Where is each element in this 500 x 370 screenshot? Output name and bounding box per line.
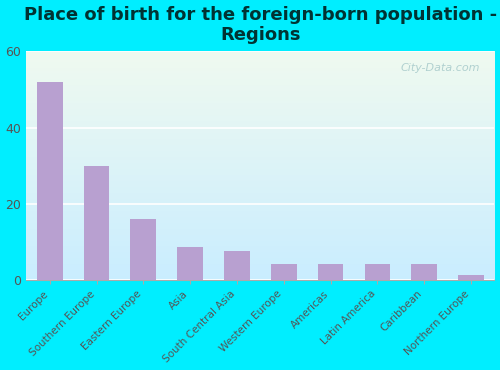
Bar [224,251,250,280]
Bar [178,247,203,280]
Bar [458,275,484,280]
Bar [130,219,156,280]
Bar [271,265,296,280]
Title: Place of birth for the foreign-born population -
Regions: Place of birth for the foreign-born popu… [24,6,497,44]
Bar [364,265,390,280]
Text: City-Data.com: City-Data.com [401,63,480,73]
Bar [84,165,110,280]
Bar [318,265,344,280]
Bar [412,265,437,280]
Bar [37,82,62,280]
